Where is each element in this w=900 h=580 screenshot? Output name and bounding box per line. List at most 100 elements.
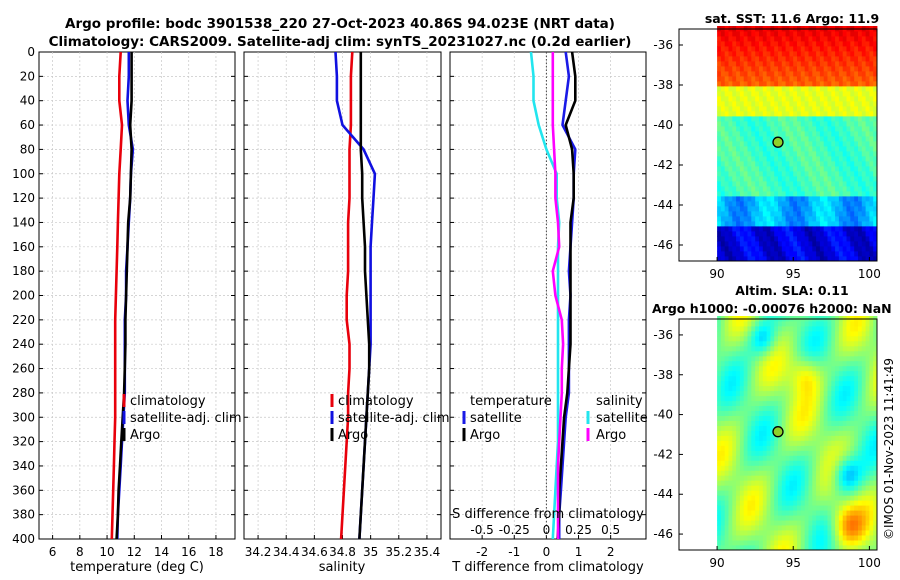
- map-cell: [861, 485, 866, 491]
- map-cell: [789, 126, 794, 132]
- map-cell: [869, 500, 874, 506]
- map-cell: [755, 36, 760, 42]
- map-cell: [808, 535, 813, 541]
- map-cell: [800, 510, 805, 516]
- map-cell: [755, 520, 760, 526]
- map-cell: [846, 96, 851, 102]
- map-cell: [800, 51, 805, 57]
- map-cell: [804, 455, 809, 461]
- map-cell: [831, 196, 836, 202]
- map-cell: [781, 530, 786, 536]
- map-cell: [800, 256, 805, 262]
- map-cell: [762, 475, 767, 481]
- map-cell: [800, 221, 805, 227]
- map-cell: [789, 76, 794, 82]
- map-cell: [728, 510, 733, 516]
- map-cell: [785, 136, 790, 142]
- map-cell: [854, 321, 859, 327]
- map-cell: [816, 520, 821, 526]
- map-cell: [816, 151, 821, 157]
- map-cell: [755, 206, 760, 212]
- map-cell: [842, 181, 847, 187]
- map-cell: [793, 465, 798, 471]
- map-cell: [808, 490, 813, 496]
- map-cell: [835, 321, 840, 327]
- map-cell: [858, 51, 863, 57]
- map-cell: [808, 525, 813, 531]
- map-cell: [850, 116, 855, 122]
- map-cell: [823, 520, 828, 526]
- map-cell: [739, 545, 745, 551]
- map-cell: [774, 490, 779, 496]
- map-cell: [770, 345, 775, 352]
- map-cell: [854, 375, 859, 382]
- map-cell: [797, 425, 802, 431]
- map-cell: [720, 510, 726, 516]
- map-cell: [755, 410, 760, 416]
- map-cell: [747, 360, 752, 367]
- map-cell: [739, 520, 745, 526]
- map-cell: [823, 161, 828, 167]
- map-cell: [858, 131, 863, 137]
- map-cell: [785, 480, 790, 486]
- map-cell: [854, 450, 859, 456]
- map-cell: [858, 380, 863, 387]
- map-cell: [732, 246, 737, 252]
- map-cell: [774, 321, 779, 327]
- map-cell: [812, 520, 817, 526]
- map-cell: [728, 530, 733, 536]
- map-cell: [846, 365, 851, 372]
- map-cell: [797, 525, 802, 531]
- map-cell: [762, 326, 767, 332]
- map-cell: [724, 350, 729, 357]
- map-cell: [835, 56, 840, 62]
- map-cell: [804, 156, 809, 162]
- map-cell: [755, 326, 760, 332]
- map-cell: [850, 106, 855, 112]
- map-cell: [747, 126, 752, 132]
- map-cell: [835, 46, 840, 52]
- map-cell: [819, 226, 825, 232]
- map-cell: [755, 350, 760, 357]
- map-cell: [770, 216, 775, 222]
- map-cell: [861, 440, 866, 446]
- map-cell: [835, 335, 840, 342]
- map-cell: [720, 500, 726, 506]
- map-cell: [850, 405, 855, 411]
- map-cell: [789, 161, 794, 167]
- map-cell: [816, 191, 821, 197]
- map-cell: [724, 201, 729, 207]
- map-cell: [766, 81, 771, 87]
- map-cell: [827, 535, 832, 541]
- map-cell: [854, 435, 859, 441]
- map-cell: [717, 495, 722, 501]
- map-cell: [774, 395, 779, 402]
- map-cell: [823, 535, 828, 541]
- map-cell: [861, 171, 866, 177]
- map-cell: [755, 530, 760, 536]
- map-cell: [732, 480, 737, 486]
- map-cell: [728, 71, 733, 77]
- map-cell: [739, 36, 745, 42]
- map-cell: [751, 96, 756, 102]
- map-cell: [728, 326, 733, 332]
- map-cell: [766, 321, 771, 327]
- map-cell: [724, 435, 729, 441]
- map-cell: [724, 445, 729, 451]
- map-cell: [827, 31, 832, 37]
- map-cell: [861, 465, 866, 471]
- map-cell: [854, 545, 859, 551]
- map-cell: [717, 141, 722, 147]
- map-cell: [827, 181, 832, 187]
- map-cell: [785, 540, 790, 546]
- map-cell: [781, 116, 786, 122]
- map-cell: [869, 415, 874, 421]
- map-cell: [789, 405, 794, 411]
- map-cell: [838, 365, 844, 372]
- map-cell: [812, 51, 817, 57]
- map-cell: [785, 465, 790, 471]
- map-cell: [743, 111, 748, 117]
- map-cell: [850, 181, 855, 187]
- x-tick-label: 18: [208, 545, 223, 559]
- map-cell: [865, 395, 870, 402]
